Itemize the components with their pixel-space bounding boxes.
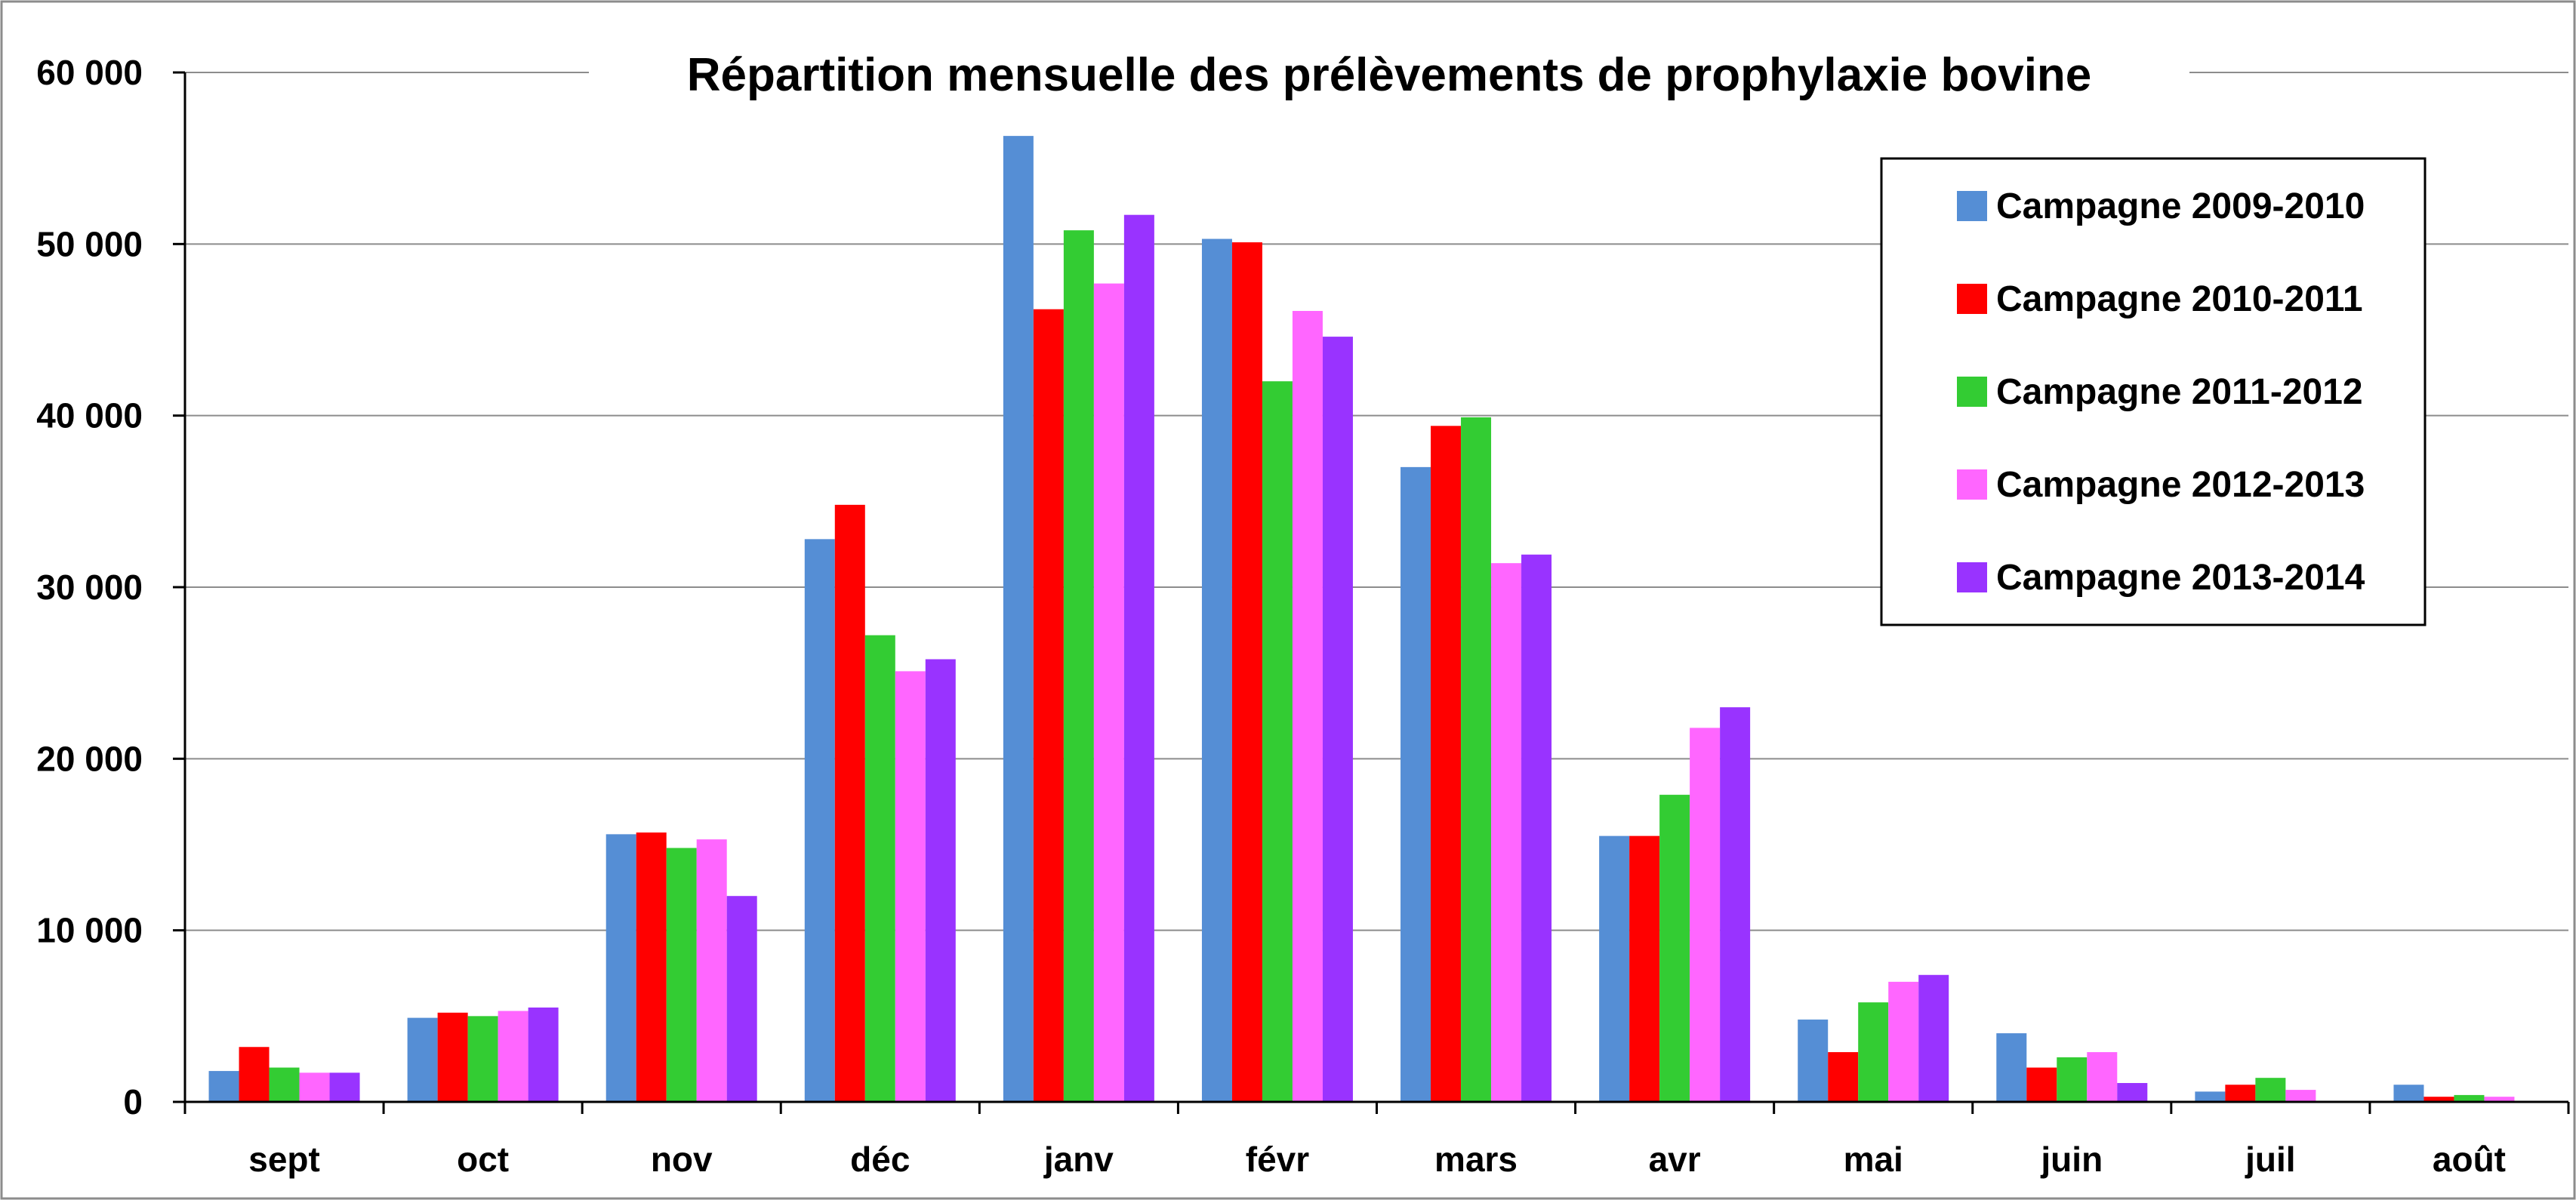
bar-déc-series-5 [925, 659, 956, 1102]
legend: Campagne 2009-2010 Campagne 2010-2011 Camp… [1880, 157, 2427, 626]
bar-déc-series-3 [864, 635, 895, 1102]
bar-juil-series-3 [2255, 1078, 2286, 1102]
bar-juin-series-2 [2026, 1067, 2057, 1102]
bar-sept-series-3 [269, 1067, 300, 1102]
bar-oct-series-1 [407, 1017, 438, 1102]
legend-swatch-series-2 [1957, 284, 1987, 314]
bar-mars-series-1 [1400, 466, 1431, 1102]
bar-mai-series-5 [1918, 974, 1949, 1102]
legend-swatch-series-1 [1957, 191, 1987, 221]
bar-sept-series-2 [239, 1047, 270, 1102]
legend-label-series-5: Campagne 2013-2014 [1996, 558, 2365, 598]
bar-janv-series-2 [1033, 309, 1064, 1103]
bar-mai-series-1 [1798, 1019, 1829, 1102]
bar-sept-series-5 [329, 1072, 360, 1102]
x-tick-label: juin [2040, 1140, 2103, 1179]
bar-nov-series-4 [696, 839, 727, 1102]
bar-nov-series-5 [726, 896, 757, 1102]
bar-mai-series-2 [1828, 1052, 1859, 1102]
bar-août-series-4 [2484, 1097, 2515, 1102]
y-tick-label: 50 000 [36, 224, 143, 263]
x-tick-label: févr [1246, 1140, 1309, 1179]
axes: 0 10 000 20 000 30 000 40 000 50 000 60 000 sep… [36, 53, 2570, 1179]
bar-févr-series-1 [1201, 238, 1232, 1103]
y-tick-label: 10 000 [36, 911, 143, 950]
x-tick-label: juil [2245, 1140, 2295, 1179]
bar-déc-series-1 [804, 539, 835, 1102]
bar-sept-series-4 [299, 1072, 330, 1102]
x-tick-label: janv [1043, 1140, 1114, 1179]
bar-mai-series-4 [1888, 981, 1919, 1102]
legend-label-series-4: Campagne 2012-2013 [1996, 465, 2365, 505]
legend-swatch-series-4 [1957, 469, 1987, 500]
bar-avr-series-2 [1629, 835, 1660, 1102]
y-tick-label: 20 000 [36, 739, 143, 778]
title-group: Répartition mensuelle des prélèvements d… [589, 38, 2189, 110]
bar-déc-series-4 [895, 671, 926, 1102]
bar-juil-series-1 [2195, 1091, 2226, 1102]
bar-nov-series-3 [666, 848, 697, 1102]
bar-juin-series-5 [2117, 1082, 2148, 1102]
bar-nov-series-2 [636, 832, 667, 1102]
bar-avr-series-4 [1690, 728, 1721, 1102]
bar-mars-series-2 [1431, 426, 1462, 1102]
y-tick-label: 30 000 [36, 568, 143, 607]
bar-sept-series-1 [208, 1071, 239, 1102]
bar-févr-series-3 [1262, 381, 1293, 1102]
bar-oct-series-2 [437, 1012, 468, 1102]
bar-juil-series-2 [2225, 1085, 2256, 1102]
x-tick-label: mars [1434, 1140, 1518, 1179]
bar-oct-series-3 [467, 1016, 498, 1102]
bar-juin-series-3 [2057, 1057, 2088, 1102]
bar-août-series-2 [2423, 1097, 2454, 1102]
y-tick-label: 60 000 [36, 53, 143, 92]
bar-avr-series-5 [1720, 707, 1751, 1102]
bar-févr-series-2 [1231, 242, 1262, 1102]
bar-mars-series-4 [1491, 563, 1522, 1102]
bar-oct-series-4 [498, 1011, 528, 1102]
bar-juil-series-4 [2285, 1090, 2316, 1102]
legend-label-series-1: Campagne 2009-2010 [1996, 186, 2365, 226]
legend-label-series-3: Campagne 2011-2012 [1996, 372, 2363, 412]
y-tick-label: 40 000 [36, 396, 143, 435]
bar-mars-series-5 [1521, 554, 1552, 1102]
x-tick-label: mai [1844, 1140, 1903, 1179]
bars [208, 136, 2515, 1103]
legend-label-series-2: Campagne 2010-2011 [1996, 279, 2363, 319]
bar-janv-series-1 [1003, 136, 1034, 1103]
bar-août-series-1 [2393, 1085, 2424, 1102]
bar-juin-series-1 [1996, 1033, 2027, 1102]
title-background [589, 38, 2189, 110]
bar-févr-series-5 [1322, 337, 1353, 1102]
bar-oct-series-5 [528, 1007, 559, 1102]
bar-mars-series-3 [1461, 417, 1492, 1102]
x-tick-label: nov [651, 1140, 713, 1179]
chart-title: Répartition mensuelle des prélèvements d… [687, 49, 2092, 101]
y-tick-label: 0 [123, 1082, 143, 1122]
bar-févr-series-4 [1292, 310, 1323, 1102]
bar-août-series-3 [2454, 1094, 2485, 1102]
bar-déc-series-2 [834, 504, 865, 1102]
bar-janv-series-4 [1093, 283, 1124, 1102]
x-tick-label: avr [1649, 1140, 1701, 1179]
bar-mai-series-3 [1858, 1002, 1889, 1102]
x-tick-label: août [2433, 1140, 2506, 1179]
bar-nov-series-1 [605, 834, 636, 1102]
bar-janv-series-3 [1063, 230, 1094, 1102]
bar-avr-series-1 [1599, 835, 1630, 1102]
x-tick-label: sept [248, 1140, 320, 1179]
legend-swatch-series-3 [1957, 377, 1987, 407]
bar-avr-series-3 [1659, 795, 1690, 1102]
x-tick-label: oct [457, 1140, 509, 1179]
bar-juin-series-4 [2087, 1052, 2118, 1102]
legend-swatch-series-5 [1957, 562, 1987, 592]
bar-janv-series-5 [1123, 214, 1154, 1103]
x-tick-label: déc [850, 1140, 910, 1179]
